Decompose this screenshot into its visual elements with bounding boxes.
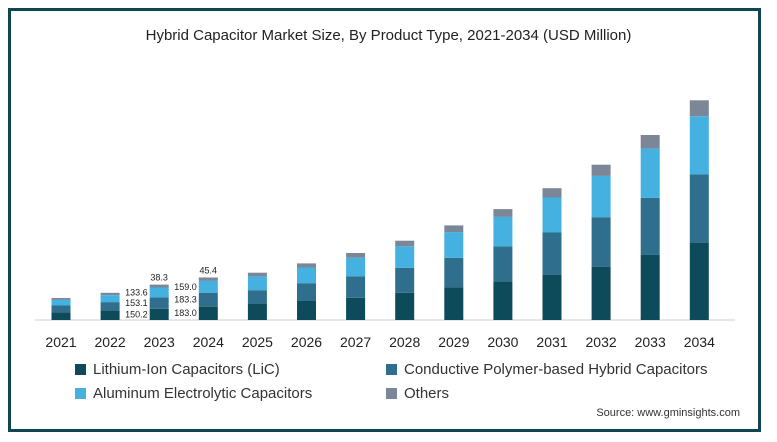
x-tick-label-2026: 2026: [291, 334, 322, 350]
data-label-others-2023: 38.3: [150, 273, 168, 283]
bar-aluminum-electrolytic-capacitors-2023: [149, 287, 169, 298]
bar-lithium-ion-capacitors-lic-2023: [149, 308, 169, 320]
bar-others-2021: [51, 298, 71, 300]
bar-lithium-ion-capacitors-lic-2022: [100, 310, 120, 320]
chart-title: Hybrid Capacitor Market Size, By Product…: [145, 27, 632, 44]
bar-others-2030: [493, 209, 513, 217]
x-tick-label-2033: 2033: [635, 334, 666, 350]
bar-aluminum-electrolytic-capacitors-2029: [444, 232, 464, 258]
bar-conductive-polymer-based-hybrid-capacitors-2026: [297, 283, 316, 301]
x-tick-label-2023: 2023: [144, 334, 175, 350]
x-tick-label-2029: 2029: [438, 334, 469, 350]
bar-others-2027: [346, 253, 366, 258]
bar-aluminum-electrolytic-capacitors-2024: [198, 280, 218, 293]
x-tick-label-2028: 2028: [389, 334, 420, 350]
x-tick-label-2031: 2031: [536, 334, 567, 350]
data-label-aluminum-electrolytic-capacitors-2024: 159.0: [174, 282, 197, 292]
bar-lithium-ion-capacitors-lic-2033: [640, 254, 660, 320]
bar-aluminum-electrolytic-capacitors-2021: [51, 299, 71, 306]
x-tick-label-2025: 2025: [242, 334, 273, 350]
bar-lithium-ion-capacitors-lic-2032: [591, 266, 611, 320]
bar-aluminum-electrolytic-capacitors-2026: [297, 267, 316, 284]
bar-conductive-polymer-based-hybrid-capacitors-2027: [346, 276, 366, 298]
legend-item-conductive-polymer: Conductive Polymer-based Hybrid Capacito…: [386, 361, 707, 378]
legend-swatch-lic: [75, 364, 86, 375]
bar-conductive-polymer-based-hybrid-capacitors-2022: [100, 302, 120, 311]
x-tick-label-2021: 2021: [45, 334, 76, 350]
data-label-lithium-ion-capacitors-lic-2023: 150.2: [125, 309, 148, 319]
bar-aluminum-electrolytic-capacitors-2034: [689, 116, 709, 175]
bar-lithium-ion-capacitors-lic-2025: [247, 304, 267, 320]
bar-aluminum-electrolytic-capacitors-2033: [640, 148, 660, 198]
legend-label-lic: Lithium-Ion Capacitors (LiC): [93, 361, 280, 378]
bar-conductive-polymer-based-hybrid-capacitors-2030: [493, 246, 513, 282]
data-label-lithium-ion-capacitors-lic-2024: 183.0: [174, 308, 197, 318]
bar-conductive-polymer-based-hybrid-capacitors-2028: [395, 267, 415, 293]
bar-lithium-ion-capacitors-lic-2034: [689, 242, 709, 320]
legend-label-aluminum-electrolytic: Aluminum Electrolytic Capacitors: [93, 385, 313, 402]
bar-aluminum-electrolytic-capacitors-2027: [346, 257, 366, 277]
data-label-aluminum-electrolytic-capacitors-2023: 133.6: [125, 287, 148, 297]
bar-conductive-polymer-based-hybrid-capacitors-2034: [689, 174, 709, 243]
legend-label-others: Others: [404, 385, 450, 402]
legend-swatch-conductive-polymer: [386, 364, 397, 375]
bar-aluminum-electrolytic-capacitors-2022: [100, 295, 120, 303]
legend-swatch-others: [386, 388, 397, 399]
x-tick-label-2027: 2027: [340, 334, 371, 350]
bar-aluminum-electrolytic-capacitors-2028: [395, 246, 415, 268]
bar-conductive-polymer-based-hybrid-capacitors-2024: [198, 292, 218, 307]
data-label-conductive-polymer-based-hybrid-capacitors-2024: 183.3: [174, 295, 197, 305]
bar-group: [51, 100, 709, 320]
legend-item-others: Others: [386, 385, 449, 402]
bar-aluminum-electrolytic-capacitors-2025: [247, 276, 267, 291]
bar-conductive-polymer-based-hybrid-capacitors-2021: [51, 305, 71, 313]
bar-others-2024: [198, 277, 218, 281]
x-tick-label-2030: 2030: [487, 334, 518, 350]
bar-lithium-ion-capacitors-lic-2026: [297, 301, 316, 320]
x-tick-labels: 2021 2022 2023 2024 2025 2026 2027 2028 2029 2030…: [45, 334, 715, 350]
legend-swatch-aluminum-electrolytic: [75, 388, 86, 399]
bar-conductive-polymer-based-hybrid-capacitors-2032: [591, 217, 611, 267]
bar-conductive-polymer-based-hybrid-capacitors-2029: [444, 257, 464, 288]
bar-lithium-ion-capacitors-lic-2027: [346, 297, 366, 320]
x-tick-label-2034: 2034: [684, 334, 715, 350]
x-tick-label-2024: 2024: [193, 334, 224, 350]
x-tick-label-2022: 2022: [95, 334, 126, 350]
bar-others-2028: [395, 240, 415, 247]
bar-lithium-ion-capacitors-lic-2029: [444, 287, 464, 320]
bar-aluminum-electrolytic-capacitors-2031: [542, 197, 562, 233]
bar-others-2034: [689, 100, 709, 117]
legend-item-lic: Lithium-Ion Capacitors (LiC): [75, 361, 280, 378]
legend-label-conductive-polymer: Conductive Polymer-based Hybrid Capacito…: [404, 361, 708, 378]
bar-others-2029: [444, 225, 464, 233]
bar-others-2022: [100, 292, 120, 295]
bar-others-2025: [247, 272, 267, 277]
source-note: Source: www.gminsights.com: [596, 407, 740, 419]
data-label-conductive-polymer-based-hybrid-capacitors-2023: 153.1: [125, 298, 148, 308]
bar-conductive-polymer-based-hybrid-capacitors-2025: [247, 290, 267, 304]
bar-others-2031: [542, 188, 562, 198]
bar-others-2026: [297, 263, 316, 268]
bar-lithium-ion-capacitors-lic-2030: [493, 281, 513, 320]
bar-aluminum-electrolytic-capacitors-2030: [493, 216, 513, 247]
bar-others-2032: [591, 164, 611, 176]
bar-aluminum-electrolytic-capacitors-2032: [591, 175, 611, 218]
data-label-others-2024: 45.4: [200, 266, 218, 276]
bar-conductive-polymer-based-hybrid-capacitors-2023: [149, 297, 169, 309]
bar-others-2023: [149, 284, 169, 288]
chart-frame: [8, 8, 761, 432]
bar-conductive-polymer-based-hybrid-capacitors-2031: [542, 232, 562, 275]
legend-item-aluminum-electrolytic: Aluminum Electrolytic Capacitors: [75, 385, 312, 402]
bar-lithium-ion-capacitors-lic-2031: [542, 274, 562, 320]
bar-lithium-ion-capacitors-lic-2021: [51, 312, 71, 320]
x-tick-label-2032: 2032: [586, 334, 617, 350]
bar-lithium-ion-capacitors-lic-2028: [395, 292, 415, 320]
bar-conductive-polymer-based-hybrid-capacitors-2033: [640, 197, 660, 255]
bar-others-2033: [640, 135, 660, 149]
bar-lithium-ion-capacitors-lic-2024: [198, 306, 218, 320]
